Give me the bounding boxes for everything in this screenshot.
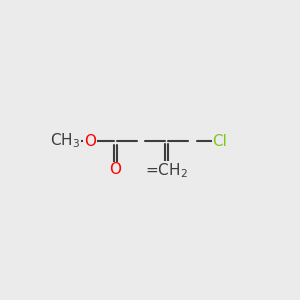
Text: O: O — [84, 134, 96, 148]
Text: =CH$_2$: =CH$_2$ — [145, 162, 188, 181]
Text: Cl: Cl — [213, 134, 227, 148]
Text: O: O — [110, 163, 122, 178]
Text: CH$_3$: CH$_3$ — [50, 132, 80, 151]
